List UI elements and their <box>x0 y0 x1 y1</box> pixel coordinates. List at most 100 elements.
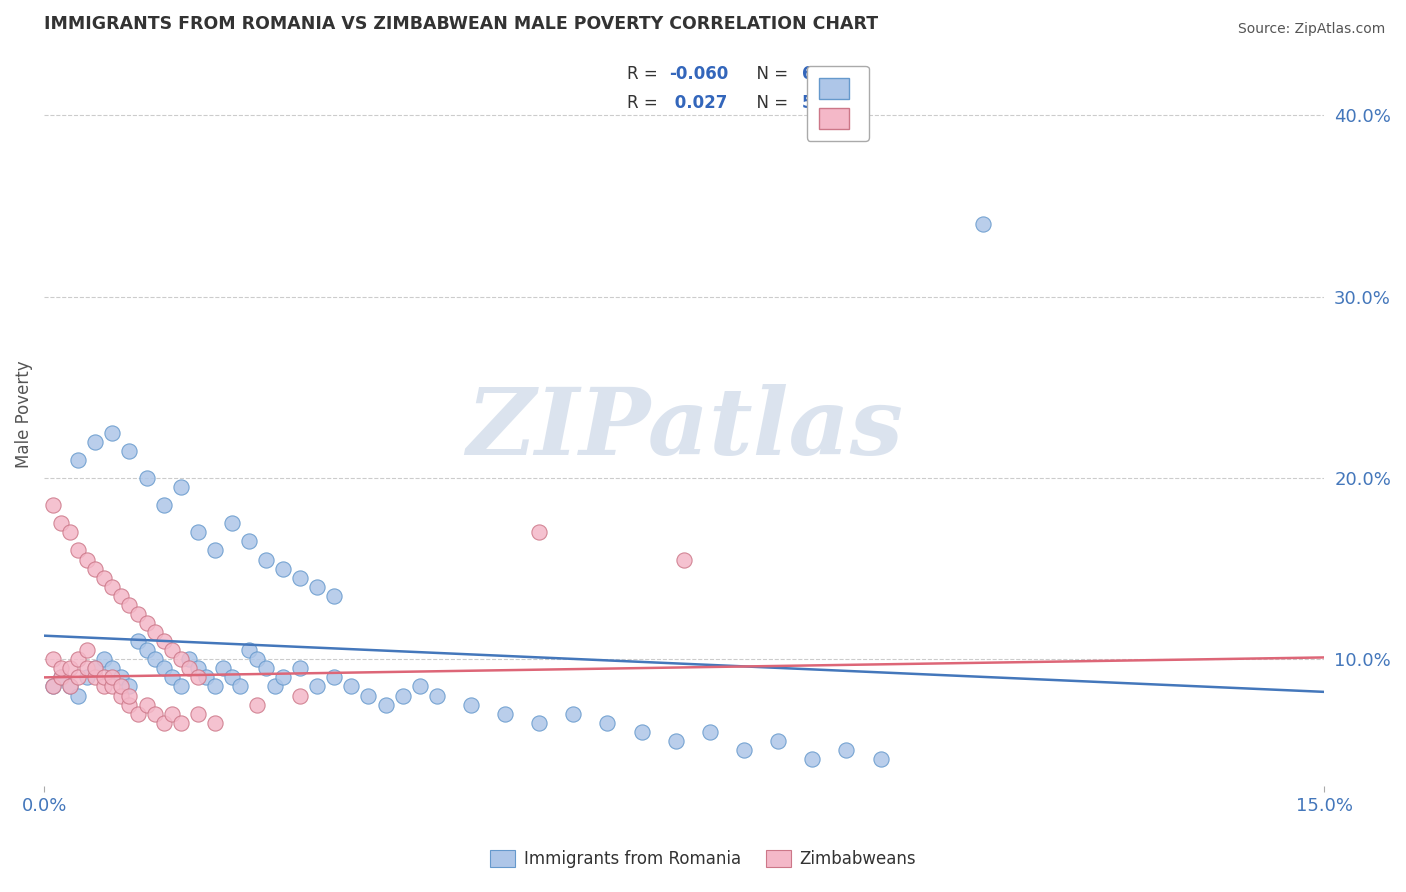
Point <box>307 680 329 694</box>
Point <box>254 552 277 566</box>
Point <box>187 670 209 684</box>
Point <box>67 453 90 467</box>
Point <box>101 680 124 694</box>
Point <box>152 715 174 730</box>
Point <box>170 680 193 694</box>
Point <box>972 217 994 231</box>
Point <box>562 706 585 721</box>
Point <box>101 580 124 594</box>
Point <box>67 652 90 666</box>
Point <box>110 589 132 603</box>
Point <box>110 670 132 684</box>
Point <box>187 661 209 675</box>
Point <box>357 689 380 703</box>
Point <box>160 670 183 684</box>
Point <box>41 680 63 694</box>
Point <box>76 661 98 675</box>
Point <box>76 643 98 657</box>
Point <box>766 734 789 748</box>
Point <box>527 715 550 730</box>
Point <box>67 670 90 684</box>
Point <box>110 680 132 694</box>
Y-axis label: Male Poverty: Male Poverty <box>15 360 32 468</box>
Point <box>84 670 107 684</box>
Text: IMMIGRANTS FROM ROMANIA VS ZIMBABWEAN MALE POVERTY CORRELATION CHART: IMMIGRANTS FROM ROMANIA VS ZIMBABWEAN MA… <box>44 15 879 33</box>
Point <box>143 625 166 640</box>
Point <box>84 561 107 575</box>
Point <box>152 661 174 675</box>
Point <box>699 724 721 739</box>
Legend: , : , <box>807 66 869 141</box>
Text: N =: N = <box>745 65 793 83</box>
Point <box>630 724 652 739</box>
Point <box>84 661 107 675</box>
Point <box>76 670 98 684</box>
Point <box>288 571 311 585</box>
Point <box>733 743 755 757</box>
Point <box>179 661 201 675</box>
Point <box>221 516 243 531</box>
Point <box>238 534 260 549</box>
Point <box>67 689 90 703</box>
Point <box>801 752 824 766</box>
Point <box>41 498 63 512</box>
Point <box>263 680 285 694</box>
Point <box>135 698 157 712</box>
Point <box>118 698 141 712</box>
Point <box>101 670 124 684</box>
Point <box>426 689 449 703</box>
Point <box>143 706 166 721</box>
Point <box>152 498 174 512</box>
Point <box>143 652 166 666</box>
Point <box>596 715 619 730</box>
Legend: Immigrants from Romania, Zimbabweans: Immigrants from Romania, Zimbabweans <box>484 843 922 875</box>
Point <box>391 689 413 703</box>
Point <box>170 480 193 494</box>
Point <box>152 634 174 648</box>
Point <box>246 652 269 666</box>
Text: -0.060: -0.060 <box>669 65 728 83</box>
Point <box>460 698 482 712</box>
Point <box>665 734 688 748</box>
Point <box>187 525 209 540</box>
Point <box>238 643 260 657</box>
Point <box>288 661 311 675</box>
Text: ZIPatlas: ZIPatlas <box>465 384 903 475</box>
Point <box>160 706 183 721</box>
Point <box>170 652 193 666</box>
Point <box>135 471 157 485</box>
Point <box>118 598 141 612</box>
Point <box>101 661 124 675</box>
Point <box>93 680 115 694</box>
Point <box>118 680 141 694</box>
Point <box>41 652 63 666</box>
Point <box>59 680 82 694</box>
Text: 50: 50 <box>801 95 825 112</box>
Point <box>51 661 73 675</box>
Point <box>229 680 252 694</box>
Point <box>673 552 696 566</box>
Point <box>127 706 149 721</box>
Point <box>67 543 90 558</box>
Point <box>127 634 149 648</box>
Point <box>835 743 858 757</box>
Point <box>51 516 73 531</box>
Point <box>41 680 63 694</box>
Text: Source: ZipAtlas.com: Source: ZipAtlas.com <box>1237 22 1385 37</box>
Point <box>127 607 149 621</box>
Point <box>51 670 73 684</box>
Point <box>135 643 157 657</box>
Point <box>135 615 157 630</box>
Point <box>221 670 243 684</box>
Point <box>869 752 891 766</box>
Text: 67: 67 <box>801 65 825 83</box>
Point <box>170 715 193 730</box>
Point <box>254 661 277 675</box>
Point <box>101 425 124 440</box>
Point <box>59 680 82 694</box>
Point <box>84 661 107 675</box>
Point <box>307 580 329 594</box>
Point <box>204 715 226 730</box>
Point <box>204 680 226 694</box>
Point <box>84 434 107 449</box>
